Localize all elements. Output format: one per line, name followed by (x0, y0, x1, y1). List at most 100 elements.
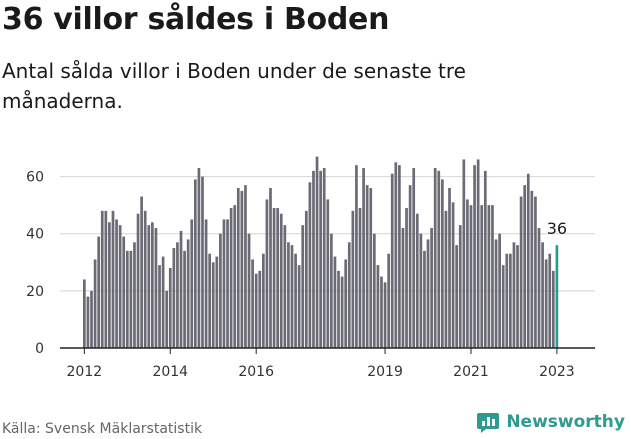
brand-logo: Newsworthy (476, 410, 625, 434)
bar (143, 210, 147, 348)
bar (312, 170, 315, 348)
bar (111, 210, 115, 348)
last-value-label: 36 (547, 219, 567, 238)
bar (226, 219, 229, 348)
bar (362, 168, 365, 348)
bar (494, 239, 498, 348)
bar (390, 173, 394, 348)
bar (197, 168, 201, 348)
bar (326, 199, 330, 348)
bar (129, 250, 133, 348)
bar (262, 253, 265, 348)
bar (408, 185, 412, 348)
bar (426, 239, 430, 348)
bar (136, 213, 140, 348)
bar (473, 165, 476, 348)
bar (444, 210, 448, 348)
bar (505, 253, 509, 348)
bar (476, 159, 480, 348)
bar (86, 296, 90, 348)
bar (133, 242, 136, 348)
bar (176, 242, 179, 348)
bar (283, 225, 287, 348)
bar (319, 170, 322, 348)
bar (337, 270, 340, 348)
chart-subtitle: Antal sålda villor i Boden under de sena… (2, 59, 466, 113)
bar (147, 225, 151, 348)
chart-title: 36 villor såldes i Boden (2, 2, 390, 37)
bar (480, 205, 484, 348)
bar (441, 179, 444, 348)
bar (118, 225, 122, 348)
bar (437, 170, 441, 348)
bar (219, 233, 222, 348)
bar (158, 265, 161, 348)
bar (104, 210, 108, 348)
bar (523, 185, 527, 348)
bar (265, 199, 269, 348)
bar (330, 233, 333, 348)
bar (269, 188, 272, 348)
bar (183, 250, 186, 348)
bar (394, 162, 398, 348)
source-note: Källa: Svensk Mäklarstatistik (2, 421, 203, 437)
y-tick-label: 40 (26, 227, 44, 243)
bar (333, 256, 337, 348)
bar (279, 213, 283, 348)
bar (466, 199, 469, 348)
bar (491, 205, 494, 348)
bar (115, 219, 118, 348)
bar (229, 208, 233, 348)
bar (222, 219, 226, 348)
bar (151, 222, 154, 348)
bar (93, 259, 97, 348)
bar (308, 182, 312, 348)
bar (193, 179, 197, 348)
bar (172, 248, 176, 348)
bar (301, 225, 305, 348)
bar (512, 242, 516, 348)
bar (161, 256, 165, 348)
bar (208, 253, 211, 348)
bar (90, 290, 93, 348)
bar (287, 242, 290, 348)
bar (254, 273, 258, 348)
bar (433, 168, 437, 348)
bar (398, 165, 401, 348)
bar (304, 210, 308, 348)
bar (108, 222, 111, 348)
bar (165, 290, 169, 348)
bar (276, 208, 280, 348)
bar (125, 250, 129, 348)
bar (501, 265, 505, 348)
bar (211, 262, 215, 348)
bar (365, 185, 369, 348)
bar (97, 236, 101, 348)
bar (448, 188, 451, 348)
bar (534, 196, 537, 348)
bar (204, 219, 208, 348)
highlighted-bar (555, 245, 559, 348)
bar (458, 225, 462, 348)
bar (372, 233, 376, 348)
bar (168, 268, 172, 348)
bar (469, 205, 473, 348)
bar (405, 208, 408, 348)
bar (516, 245, 519, 348)
bar (347, 242, 351, 348)
bar (430, 228, 433, 348)
bar (526, 173, 530, 348)
bar (412, 168, 416, 348)
bar (247, 233, 251, 348)
bar (186, 239, 190, 348)
bar (315, 156, 319, 348)
bar (383, 282, 387, 348)
newsworthy-logo-icon (477, 413, 500, 433)
bar (340, 276, 344, 348)
bar (240, 190, 244, 348)
bar (344, 259, 348, 348)
x-tick-label: 2021 (453, 364, 489, 380)
bar (544, 259, 548, 348)
bar (419, 233, 423, 348)
y-tick-label: 60 (26, 170, 44, 186)
